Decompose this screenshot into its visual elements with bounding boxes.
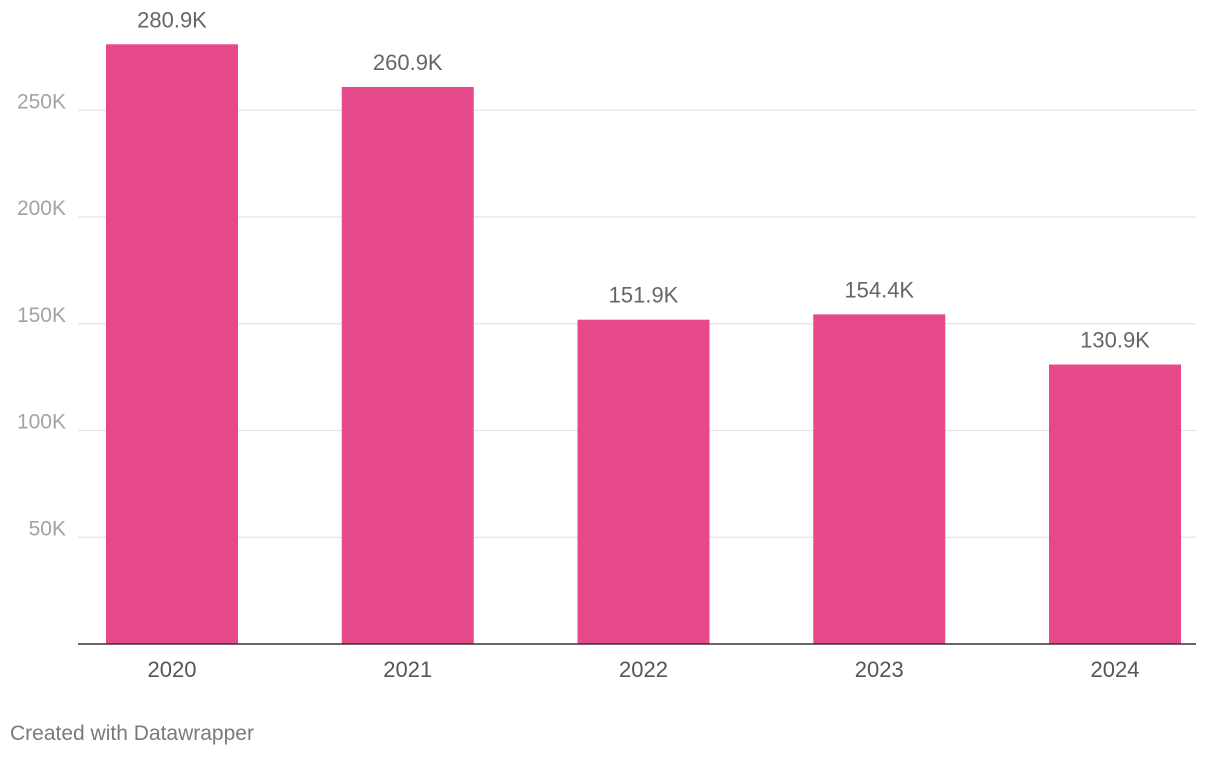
y-tick-label: 100K	[17, 411, 66, 434]
x-tick-label: 2022	[619, 657, 668, 682]
footer-credit: Created with Datawrapper	[10, 722, 254, 745]
value-label: 280.9K	[137, 7, 207, 32]
bar-2024	[1049, 364, 1181, 644]
y-tick-label: 200K	[17, 197, 66, 220]
value-label: 130.9K	[1080, 328, 1150, 353]
x-tick-label: 2021	[383, 657, 432, 682]
y-tick-label: 150K	[17, 304, 66, 327]
bar-2021	[341, 86, 474, 644]
value-label: 260.9K	[373, 50, 443, 75]
x-tick-label: 2023	[855, 657, 904, 682]
bar-2020	[106, 44, 238, 644]
bar-chart: 50K 100K 150K 200K 250K 280.9K 260.9K 151.9K 15…	[17, 7, 1196, 682]
bar-2023	[813, 314, 946, 644]
y-tick-label: 250K	[17, 90, 66, 113]
bars	[106, 44, 1181, 644]
value-label: 151.9K	[609, 283, 679, 308]
bar-2022	[577, 319, 710, 644]
value-labels: 280.9K 260.9K 151.9K 154.4K 130.9K	[137, 7, 1150, 352]
y-axis-tick-labels: 50K 100K 150K 200K 250K	[17, 90, 66, 540]
x-tick-label: 2020	[148, 657, 197, 682]
value-label: 154.4K	[844, 277, 914, 302]
x-axis-tick-labels: 2020 2021 2022 2023 2024	[148, 657, 1140, 682]
y-tick-label: 50K	[29, 517, 66, 540]
x-tick-label: 2024	[1091, 657, 1140, 682]
